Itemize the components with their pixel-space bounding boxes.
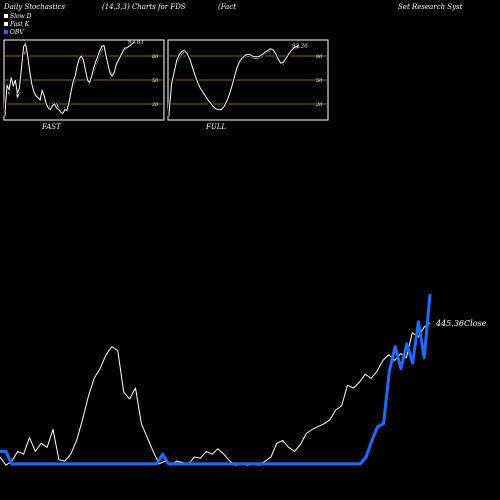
close-price-line [0, 322, 431, 466]
chart-params: (14,3,3) Charts for FDS [102, 3, 186, 11]
price-obv-panel: 445.36Close [0, 293, 487, 466]
close-value-label: 445.36Close [435, 319, 487, 328]
obv-line [0, 293, 432, 466]
full-panel-label: FULL [205, 123, 226, 131]
fast-series-fast-k [4, 41, 136, 115]
full-series-fast-k [168, 45, 300, 114]
company-name-part2: Set Research Syst [398, 3, 463, 11]
legend-label-slow-d: Slow D [10, 13, 32, 20]
full-tick-20: 20 [315, 102, 323, 108]
full-tick-80: 80 [316, 54, 323, 60]
full-stochastic-panel: FULL 20 50 80 93.26 [167, 39, 329, 131]
fast-last-value: 97.83 [128, 40, 144, 46]
legend-label-obv: OBV [10, 29, 24, 36]
full-last-value: 93.26 [292, 44, 308, 50]
fast-tick-80: 80 [152, 54, 159, 60]
legend-swatch-fast-k [4, 22, 8, 26]
chart-title: Daily Stochastics [3, 3, 65, 11]
legend-label-fast-k: Fast K [9, 21, 30, 28]
fast-panel-label: FAST [41, 123, 62, 131]
fast-stochastic-panel: FAST 20 50 80 97.83 [3, 39, 165, 131]
legend-swatch-slow-d [4, 14, 8, 18]
legend: Slow D Fast K OBV [4, 13, 32, 36]
fast-tick-50: 50 [152, 78, 159, 84]
full-tick-50: 50 [316, 78, 323, 84]
legend-swatch-obv [4, 30, 8, 34]
fast-tick-20: 20 [151, 102, 159, 108]
company-name-part1: (Fact [218, 3, 236, 11]
